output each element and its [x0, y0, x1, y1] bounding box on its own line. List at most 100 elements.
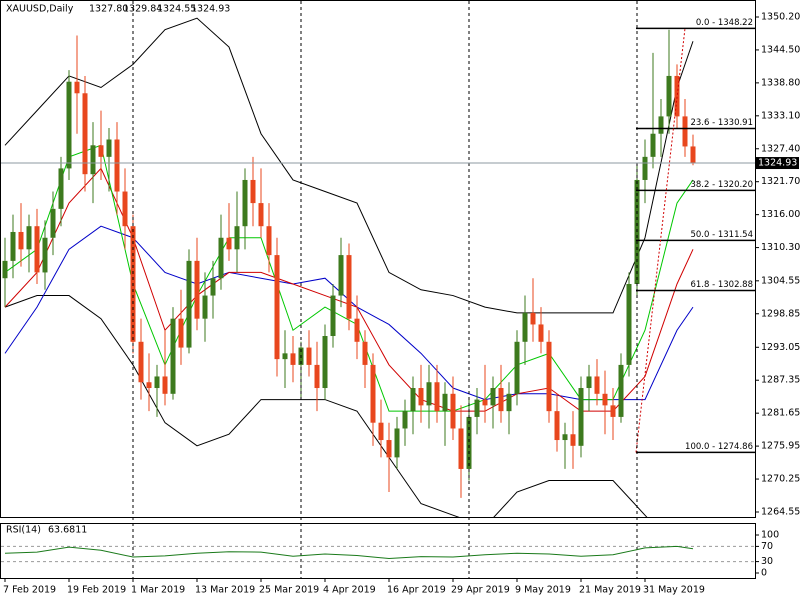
- candle-body: [306, 347, 312, 365]
- y-tick-label: 1310.30: [761, 242, 800, 253]
- indicator-line: [4, 17, 694, 314]
- candle-body: [650, 133, 656, 157]
- y-tick-label: 1321.70: [761, 176, 800, 187]
- candle-body: [434, 382, 440, 412]
- y-tick-label: 1316.00: [761, 209, 800, 220]
- candle-body: [330, 295, 336, 337]
- candle-body: [282, 353, 288, 360]
- indicator-line: [4, 295, 649, 518]
- x-tick-label: 21 May 2019: [579, 585, 641, 596]
- rsi-panel: [0, 523, 756, 579]
- candle-body: [2, 260, 8, 279]
- candle-body: [506, 393, 512, 412]
- candle-body: [226, 237, 232, 250]
- candle-body: [162, 376, 168, 394]
- candle-body: [442, 393, 448, 412]
- candle-body: [610, 405, 616, 417]
- rsi-line: [4, 545, 694, 560]
- candle-body: [666, 75, 672, 117]
- ohlc-value: 1324.93: [191, 4, 230, 15]
- candle-body: [522, 312, 528, 342]
- candle-body: [114, 139, 120, 192]
- candle-body: [106, 139, 112, 157]
- candle-body: [250, 179, 256, 204]
- candle-body: [354, 318, 360, 342]
- y-tick-label: 1264.55: [761, 506, 800, 517]
- candle-body: [274, 255, 280, 360]
- candle-body: [474, 399, 480, 417]
- candle-body: [458, 428, 464, 469]
- candle-body: [26, 226, 32, 250]
- y-tick-label: 1287.35: [761, 375, 800, 386]
- y-tick-label: 1327.40: [761, 143, 800, 154]
- x-tick-label: 13 Mar 2019: [195, 585, 255, 596]
- candle-body: [154, 376, 160, 389]
- fib-label: 38.2 - 1320.20: [690, 180, 753, 190]
- candle-body: [58, 168, 64, 209]
- candle-body: [570, 434, 576, 446]
- candle-body: [346, 255, 352, 319]
- candle-body: [338, 255, 344, 296]
- x-tick-label: 19 Feb 2019: [67, 585, 126, 596]
- candle-body: [18, 231, 24, 250]
- x-tick-label: 25 Mar 2019: [259, 585, 319, 596]
- candle-body: [450, 393, 456, 429]
- candle-body: [258, 203, 264, 227]
- candle-body: [562, 434, 568, 441]
- candle-body: [370, 364, 376, 423]
- y-tick-label: 1298.85: [761, 308, 800, 319]
- candle-body: [642, 156, 648, 180]
- fib-label: 23.6 - 1330.91: [690, 118, 753, 128]
- ohlc-value: 1327.80: [89, 4, 128, 15]
- candle-body: [690, 146, 696, 164]
- candle-body: [426, 382, 432, 406]
- y-tick-label: 1333.10: [761, 110, 800, 121]
- candle-body: [538, 324, 544, 342]
- candle-body: [42, 237, 48, 273]
- rsi-value: 63.6811: [48, 525, 87, 536]
- candle-body: [266, 226, 272, 256]
- rsi-tick-label: 70: [761, 541, 773, 552]
- candle-body: [290, 353, 296, 365]
- price-box-label: 1324.93: [758, 158, 797, 169]
- fib-label: 50.0 - 1311.54: [690, 230, 753, 240]
- candle-body: [322, 336, 328, 389]
- candle-body: [218, 237, 224, 279]
- candle-body: [466, 416, 472, 469]
- candle-body: [482, 399, 488, 406]
- price-box: [756, 157, 799, 170]
- y-tick-label: 1350.20: [761, 11, 800, 22]
- candle-body: [90, 145, 96, 175]
- candle-body: [138, 341, 144, 383]
- candle-body: [394, 428, 400, 458]
- candle-body: [602, 393, 608, 406]
- candle-body: [314, 364, 320, 389]
- ohlc-value: 1324.55: [157, 4, 196, 15]
- candle-body: [82, 93, 88, 175]
- fib-label: 61.8 - 1302.88: [690, 280, 753, 290]
- candle-body: [682, 116, 688, 147]
- y-tick-label: 1275.95: [761, 441, 800, 452]
- y-tick-label: 1281.65: [761, 408, 800, 419]
- fib-trend: [635, 28, 686, 453]
- candle-body: [674, 75, 680, 117]
- candle-body: [658, 116, 664, 134]
- y-tick-label: 1344.50: [761, 44, 800, 55]
- candle-body: [530, 312, 536, 325]
- y-tick-label: 1304.55: [761, 275, 800, 286]
- x-tick-label: 29 Apr 2019: [451, 585, 510, 596]
- ohlc-value: 1329.84: [123, 4, 162, 15]
- rsi-tick-label: 100: [761, 530, 779, 541]
- rsi-tick-label: 30: [761, 556, 773, 567]
- chart-title: XAUUSD,Daily: [6, 4, 74, 15]
- candle-body: [146, 382, 152, 389]
- candle-body: [234, 226, 240, 250]
- rsi-name: RSI(14): [6, 525, 41, 536]
- candle-body: [50, 208, 56, 238]
- candle-body: [362, 341, 368, 365]
- candle-body: [378, 422, 384, 441]
- candle-body: [586, 376, 592, 389]
- candle-body: [194, 260, 200, 319]
